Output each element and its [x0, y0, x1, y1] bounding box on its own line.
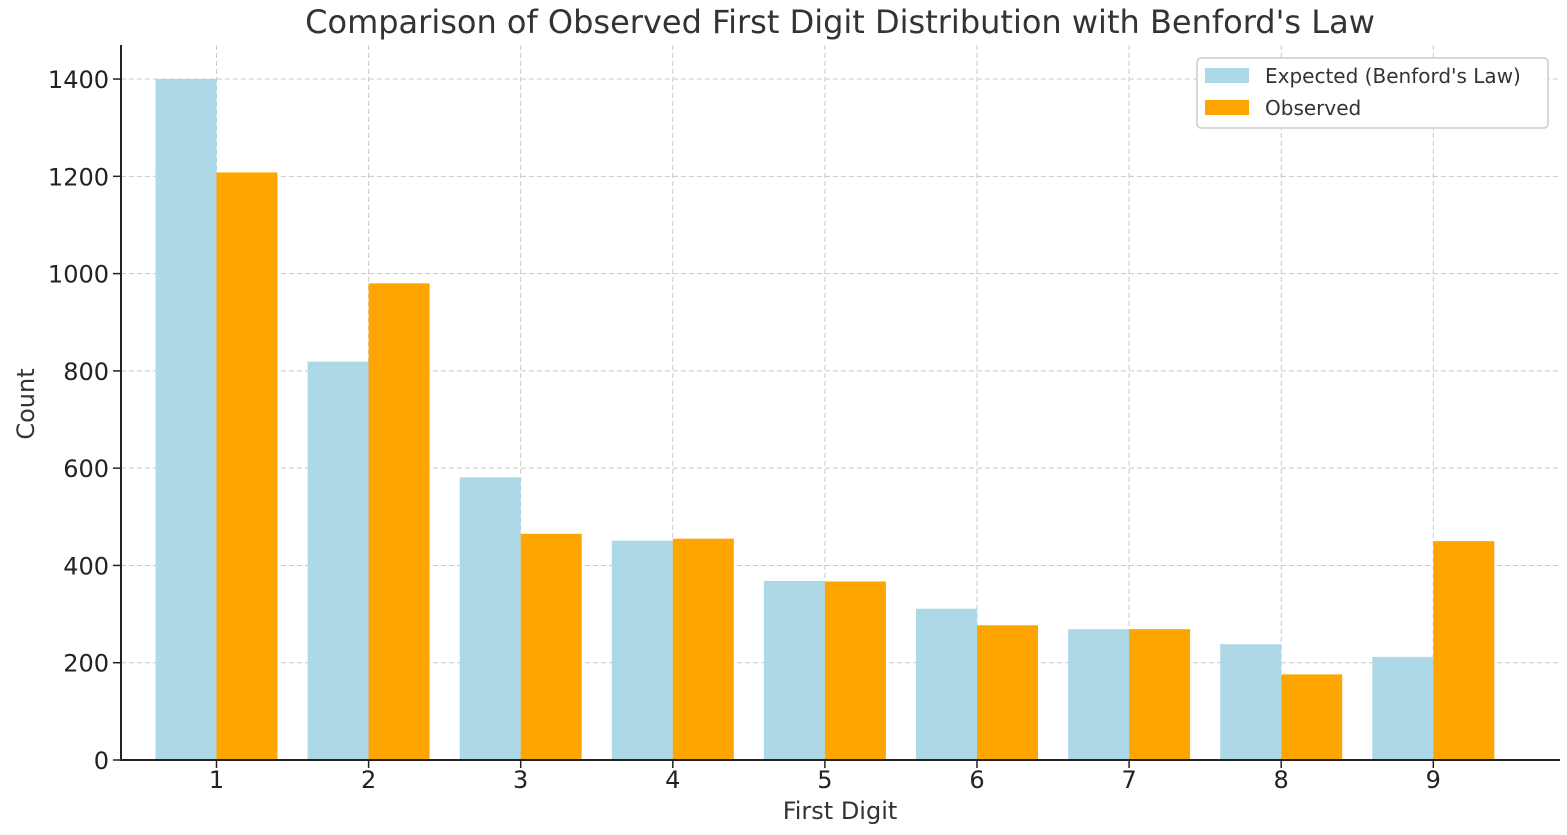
bar-observed-3: [520, 533, 582, 760]
bar-expected-5: [763, 581, 825, 760]
bar-expected-9: [1372, 656, 1434, 760]
bar-expected-2: [307, 361, 369, 760]
x-tick-label: 8: [1274, 766, 1289, 794]
bar-expected-4: [611, 540, 673, 760]
chart-title: Comparison of Observed First Digit Distr…: [305, 3, 1375, 41]
x-tick-label: 7: [1121, 766, 1136, 794]
y-tick-labels: 0 200 400 600 800 1000 1200 1400: [48, 66, 121, 775]
bar-expected-8: [1220, 644, 1282, 760]
x-axis-label: First Digit: [783, 797, 898, 825]
x-tick-labels: 1 2 3 4 5 6 7 8 9: [209, 760, 1441, 794]
legend-swatch-expected: [1205, 68, 1249, 83]
y-tick-label: 800: [63, 358, 109, 386]
legend-box: [1196, 57, 1549, 129]
y-tick-label: 400: [63, 552, 109, 580]
bar-observed-6: [977, 625, 1038, 760]
bar-observed-8: [1281, 674, 1343, 760]
x-tick-label: 1: [209, 766, 224, 794]
y-tick-label: 1000: [48, 261, 109, 289]
y-tick-label: 0: [94, 747, 109, 775]
y-tick-label: 200: [63, 650, 109, 678]
y-tick-label: 1200: [48, 163, 109, 191]
x-tick-label: 5: [817, 766, 832, 794]
bar-expected-1: [155, 79, 217, 761]
x-tick-label: 4: [665, 766, 680, 794]
bar-observed-2: [368, 283, 430, 760]
bar-observed-5: [824, 581, 886, 760]
bar-expected-3: [459, 477, 521, 760]
bars: [155, 79, 1495, 761]
x-tick-label: 3: [513, 766, 528, 794]
bar-observed-4: [672, 538, 734, 760]
y-tick-label: 1400: [48, 66, 109, 94]
bar-observed-1: [216, 172, 278, 761]
legend-label-expected: Expected (Benford's Law): [1265, 64, 1521, 88]
x-tick-label: 6: [969, 766, 984, 794]
axes: [120, 45, 1560, 761]
y-axis-label: Count: [12, 368, 40, 439]
y-tick-label: 600: [63, 455, 109, 483]
x-tick-label: 2: [361, 766, 376, 794]
bar-expected-6: [916, 608, 977, 760]
bar-expected-7: [1068, 629, 1130, 760]
x-tick-label: 9: [1426, 766, 1441, 794]
legend-label-observed: Observed: [1265, 96, 1361, 120]
legend: Expected (Benford's Law) Observed: [1196, 57, 1549, 129]
legend-swatch-observed: [1205, 100, 1249, 115]
bar-observed-9: [1433, 541, 1495, 760]
bar-observed-7: [1129, 629, 1191, 760]
